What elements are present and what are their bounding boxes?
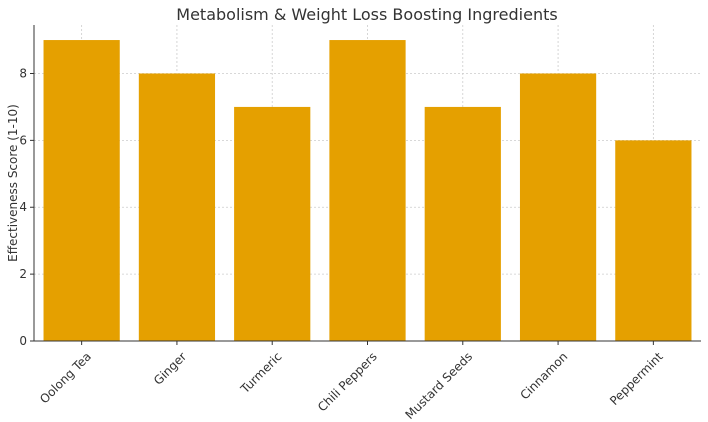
chart-title: Metabolism & Weight Loss Boosting Ingred… xyxy=(176,5,557,24)
x-tick-label: Ginger xyxy=(151,349,189,387)
x-tick-label: Oolong Tea xyxy=(37,349,94,406)
y-tick-label: 6 xyxy=(19,133,27,147)
bar xyxy=(329,40,406,342)
bars xyxy=(43,40,692,342)
x-tick-label: Turmeric xyxy=(237,349,284,396)
bar xyxy=(138,73,216,342)
x-tick-label: Chili Peppers xyxy=(315,349,380,414)
y-axis-title: Effectiveness Score (1-10) xyxy=(6,104,20,262)
bar xyxy=(519,73,597,342)
x-tick-label: Cinnamon xyxy=(517,349,570,402)
x-tick-label: Mustard Seeds xyxy=(403,349,476,422)
y-tick-label: 0 xyxy=(19,334,27,348)
bar xyxy=(43,40,120,342)
x-tick-label: Peppermint xyxy=(607,349,666,408)
bar xyxy=(234,106,311,341)
y-ticks: 0 2 4 6 8 xyxy=(19,66,34,348)
x-ticks: Oolong Tea Ginger Turmeric Chili Peppers Mus… xyxy=(37,341,666,422)
y-tick-label: 2 xyxy=(19,267,27,281)
bar xyxy=(615,140,692,341)
y-tick-label: 4 xyxy=(19,200,27,214)
bar xyxy=(424,106,501,341)
y-tick-label: 8 xyxy=(19,66,27,80)
